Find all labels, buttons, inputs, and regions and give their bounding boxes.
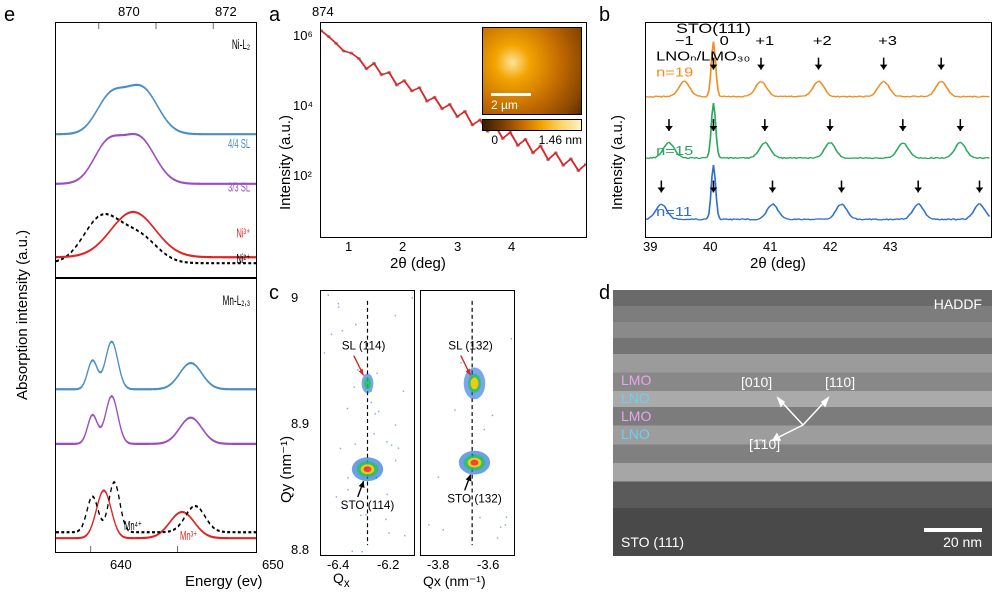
panel-a-colorbar [482, 119, 582, 131]
panel-b: b −1 0 +1 +2 +3 STO(111) LNOₙ/LMO₃₀ n=19 n=15 n=1… [595, 0, 1000, 278]
panel-e-bottom-plot: Mn-L₂,₃ Mn⁴⁺ Mn³⁺ [56, 279, 256, 552]
panel-c-left-axes: SL (114) STO (114) [320, 290, 415, 556]
xtick-b-4: 43 [883, 239, 897, 254]
panel-d-label: d [599, 282, 610, 305]
colorbar-min: 0 [491, 133, 498, 147]
xtick-a-3: 4 [508, 239, 515, 254]
svg-text:Mn-L₂,₃: Mn-L₂,₃ [223, 294, 251, 309]
panel-e: e Ni-L₂4/4 SL3/3 SLNi³⁺Ni²⁺ Mn-L₂,₃Mn⁴⁺M… [0, 0, 265, 596]
ytick-a-1: 10⁴ [293, 98, 313, 113]
e-toptick-0: 870 [118, 4, 140, 19]
xtick-b-2: 41 [763, 239, 777, 254]
panel-b-ylabel: Intensity (a.u.) [609, 115, 626, 210]
d-dir-ur: [110] [825, 374, 855, 390]
panel-e-bottom-axes: Mn-L₂,₃ Mn⁴⁺ Mn³⁺ [55, 278, 257, 553]
panel-c-left-plot: SL (114) STO (114) [321, 291, 414, 555]
panel-e-top-axes: Ni-L₂ 4/4 SL 3/3 SL Ni³⁺ Ni²⁺ [55, 22, 257, 278]
panel-a-ylabel: Intensity (a.u.) [277, 115, 294, 210]
svg-text:4/4 SL: 4/4 SL [228, 137, 250, 152]
panel-c-label: c [269, 282, 279, 305]
panel-b-axes: −1 0 +1 +2 +3 STO(111) LNOₙ/LMO₃₀ n=19 n=15 n=11 [645, 22, 992, 238]
e-toptick-1: 872 [215, 4, 237, 19]
panel-c-xlabel-l: Qx [333, 570, 350, 590]
panel-e-ylabel: Absorption intensity (a.u.) [14, 230, 31, 400]
panel-d: d HADDF LMO LNO LMO LNO STO (111) 20 nm … [595, 278, 1000, 596]
panel-a-label: a [269, 4, 280, 27]
svg-text:0: 0 [720, 34, 729, 48]
c-ytick-2: 9 [291, 290, 298, 305]
svg-text:LNOₙ/LMO₃₀: LNOₙ/LMO₃₀ [656, 50, 750, 64]
svg-text:n=19: n=19 [656, 66, 693, 80]
inset-scalebar [491, 93, 531, 96]
svg-text:SL (114): SL (114) [342, 339, 386, 353]
panel-b-xlabel: 2θ (deg) [750, 255, 806, 272]
xtick-b-0: 39 [643, 239, 657, 254]
svg-text:Mn³⁺: Mn³⁺ [180, 529, 197, 544]
svg-text:3/3 SL: 3/3 SL [228, 181, 250, 196]
svg-text:n=15: n=15 [656, 144, 693, 158]
svg-text:n=11: n=11 [656, 206, 692, 220]
svg-text:Ni²⁺: Ni²⁺ [236, 252, 250, 267]
svg-text:+2: +2 [813, 34, 832, 48]
panel-e-label: e [4, 4, 15, 27]
xtick-a-2: 3 [454, 239, 461, 254]
e-btick-0: 640 [110, 557, 132, 572]
ytick-a-2: 10⁶ [293, 28, 313, 43]
d-dir-ul: [010] [741, 374, 772, 390]
xtick-a-0: 1 [345, 239, 352, 254]
c-r-xt0: -3.8 [427, 557, 449, 572]
colorbar-max: 1.46 nm [539, 133, 582, 147]
c-ytick-1: 8.9 [291, 416, 309, 431]
e-toptick-2: 874 [312, 4, 334, 19]
xtick-b-1: 40 [703, 239, 717, 254]
panel-c-right-axes: SL (132) STO (132) [420, 290, 515, 556]
panel-e-top-plot: Ni-L₂ 4/4 SL 3/3 SL Ni³⁺ Ni²⁺ [56, 23, 256, 277]
panel-a: a 2 µm 0 1.46 nm Intensity (a.u.) 2θ (de… [265, 0, 595, 278]
panel-b-label: b [599, 4, 610, 27]
panel-c-ylabel: Qy (nm⁻¹) [277, 436, 295, 503]
svg-text:−1: −1 [675, 34, 694, 48]
panel-d-micrograph: HADDF LMO LNO LMO LNO STO (111) 20 nm [0… [613, 290, 992, 556]
xtick-b-3: 42 [823, 239, 837, 254]
svg-text:Mn⁴⁺: Mn⁴⁺ [124, 519, 142, 534]
c-l-xt0: -6.4 [327, 557, 349, 572]
svg-text:STO (132): STO (132) [447, 491, 502, 505]
panel-c-xlabel-r: Qx (nm⁻¹) [423, 573, 486, 590]
panel-e-xlabel: Energy (ev) [185, 573, 263, 590]
panel-c: c SL (114) STO (114) SL (132) STO (132) Qy… [265, 278, 595, 596]
svg-text:Ni³⁺: Ni³⁺ [236, 226, 250, 241]
svg-text:Ni-L₂: Ni-L₂ [232, 38, 250, 53]
c-l-xt1: -6.2 [377, 557, 399, 572]
svg-text:STO(111): STO(111) [676, 23, 751, 36]
panel-a-axes: 2 µm 0 1.46 nm [320, 22, 587, 238]
c-ytick-0: 8.8 [291, 542, 309, 557]
xtick-a-1: 2 [399, 239, 406, 254]
svg-text:+3: +3 [878, 34, 897, 48]
d-arrows [613, 290, 992, 556]
svg-text:STO (114): STO (114) [341, 498, 395, 512]
svg-text:+1: +1 [755, 34, 774, 48]
ytick-a-0: 10² [293, 168, 312, 183]
figure-grid: a 2 µm 0 1.46 nm Intensity (a.u.) 2θ (de… [0, 0, 1000, 596]
inset-scalebar-label: 2 µm [491, 98, 518, 112]
panel-c-right-plot: SL (132) STO (132) [421, 291, 514, 555]
svg-text:SL (132): SL (132) [448, 339, 493, 353]
panel-a-inset: 2 µm [482, 27, 582, 115]
panel-a-xlabel: 2θ (deg) [390, 255, 446, 272]
c-r-xt1: -3.6 [477, 557, 499, 572]
panel-b-plot: −1 0 +1 +2 +3 STO(111) LNOₙ/LMO₃₀ n=19 n=15 n=11 [646, 23, 991, 237]
d-dir-d: [1̄10] [749, 436, 780, 452]
